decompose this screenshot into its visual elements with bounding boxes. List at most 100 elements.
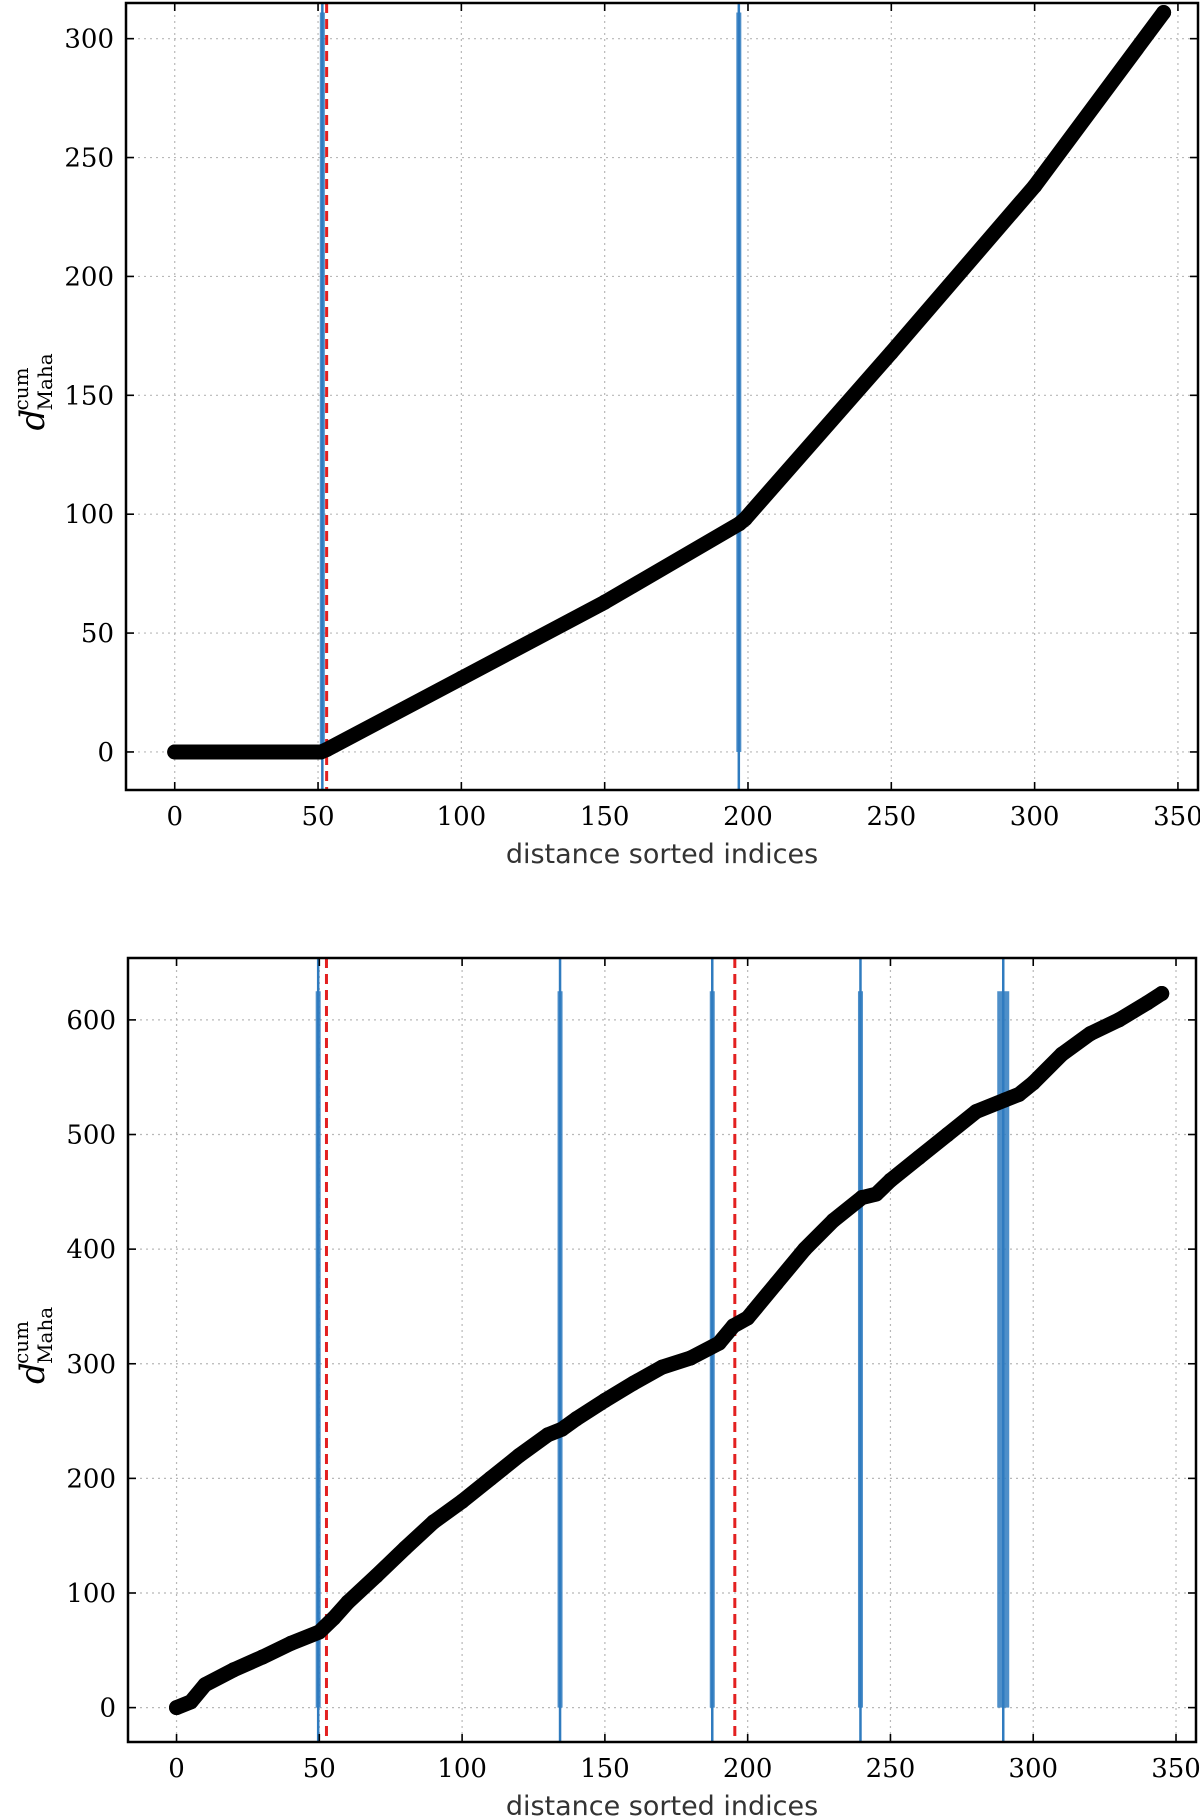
data-point (597, 594, 613, 610)
x-tick-label: 100 (437, 1754, 487, 1784)
data-point (197, 1677, 213, 1693)
y-tick-label: 100 (66, 1579, 116, 1609)
data-point (453, 670, 469, 686)
chart-panel-1: 0 50 100 150 200 250 300 350 0 50 100 150 200 250 300 d… (9, 1, 1200, 870)
data-point (825, 1212, 841, 1228)
vband-marker (736, 12, 742, 752)
y-tick-label: 300 (64, 25, 114, 55)
data-point (568, 1411, 584, 1427)
data-point (737, 511, 753, 527)
data-point (554, 1421, 570, 1437)
data-point (254, 1649, 270, 1665)
data-point (540, 1427, 556, 1443)
x-tick-label: 150 (580, 802, 630, 832)
y-axis-label-main: d (13, 409, 53, 431)
data-point (483, 1470, 499, 1486)
data-point (1025, 1075, 1041, 1091)
data-point (597, 1392, 613, 1408)
data-point (725, 1318, 741, 1334)
data-point (883, 345, 899, 361)
data-point (511, 1447, 527, 1463)
data-point (911, 1149, 927, 1165)
data-point (1139, 995, 1155, 1011)
data-point (368, 1568, 384, 1584)
y-tick-label: 150 (64, 381, 114, 411)
data-point (1011, 1086, 1027, 1102)
data-point (340, 1594, 356, 1610)
x-tick-label: 350 (1153, 802, 1200, 832)
y-tick-label: 400 (66, 1235, 116, 1265)
y-axis-label-sup: cum (9, 1321, 33, 1364)
data-point (854, 1190, 870, 1206)
data-point (654, 1359, 670, 1375)
data-point (868, 1186, 884, 1202)
y-axis-label-sub: Maha (33, 353, 57, 410)
data-point (397, 1540, 413, 1556)
series-line (169, 986, 1170, 1716)
data-point (1082, 1026, 1098, 1042)
x-tick-label: 300 (1008, 1754, 1058, 1784)
data-point (426, 1514, 442, 1530)
y-axis-label-sub: Maha (33, 1307, 57, 1364)
data-point (167, 744, 183, 760)
plot-frame (124, 1, 1200, 792)
data-point (1111, 1012, 1127, 1028)
x-tick-label: 100 (437, 802, 487, 832)
y-tick-label: 300 (66, 1350, 116, 1380)
x-axis-label: distance sorted indices (506, 839, 818, 870)
data-point (169, 1700, 185, 1716)
y-axis-label-main: d (13, 1362, 53, 1384)
vband-marker (997, 991, 1010, 1708)
x-tick-label: 200 (723, 1754, 773, 1784)
data-point (768, 1276, 784, 1292)
y-tick-label: 250 (64, 144, 114, 174)
x-tick-label: 0 (166, 802, 183, 832)
data-point (882, 1172, 898, 1188)
vband-marker (315, 991, 321, 1708)
x-tick-label: 0 (168, 1754, 185, 1784)
x-axis-label: distance sorted indices (506, 1791, 818, 1817)
x-tick-label: 150 (580, 1754, 630, 1784)
y-tick-label: 600 (66, 1006, 116, 1036)
y-tick-label: 0 (99, 1694, 116, 1724)
data-point (319, 742, 335, 758)
x-tick-label: 200 (723, 802, 773, 832)
plot-frame (126, 956, 1198, 1744)
y-axis-label-sup: cum (9, 367, 33, 410)
x-tick-label: 50 (303, 1754, 336, 1784)
x-tick-label: 350 (1151, 1754, 1200, 1784)
vband-marker (557, 991, 563, 1708)
data-point (1054, 1046, 1070, 1062)
y-tick-label: 500 (66, 1121, 116, 1151)
x-tick-label: 50 (301, 802, 334, 832)
data-point (797, 1241, 813, 1257)
data-point (226, 1662, 242, 1678)
data-point (311, 1624, 327, 1640)
y-tick-label: 0 (97, 738, 114, 768)
data-point (1027, 178, 1043, 194)
chart-panel-2: 0 50 100 150 200 250 300 350 0 100 200 300 400 500 600… (9, 956, 1200, 1817)
x-tick-label: 300 (1010, 802, 1060, 832)
data-point (454, 1493, 470, 1509)
data-point (997, 1092, 1013, 1108)
data-point (740, 1310, 756, 1326)
data-point (711, 1335, 727, 1351)
y-tick-label: 100 (64, 500, 114, 530)
x-tick-label: 250 (866, 1754, 916, 1784)
data-point (968, 1104, 984, 1120)
data-point (326, 1610, 342, 1626)
y-tick-label: 200 (64, 262, 114, 292)
vband-marker (319, 12, 325, 752)
data-point (625, 1375, 641, 1391)
data-point (1154, 986, 1170, 1002)
data-point (1156, 5, 1172, 21)
data-point (683, 1350, 699, 1366)
data-point (183, 1694, 199, 1710)
data-point (940, 1127, 956, 1143)
y-tick-label: 50 (81, 619, 114, 649)
x-tick-label: 250 (866, 802, 916, 832)
y-tick-label: 200 (66, 1464, 116, 1494)
